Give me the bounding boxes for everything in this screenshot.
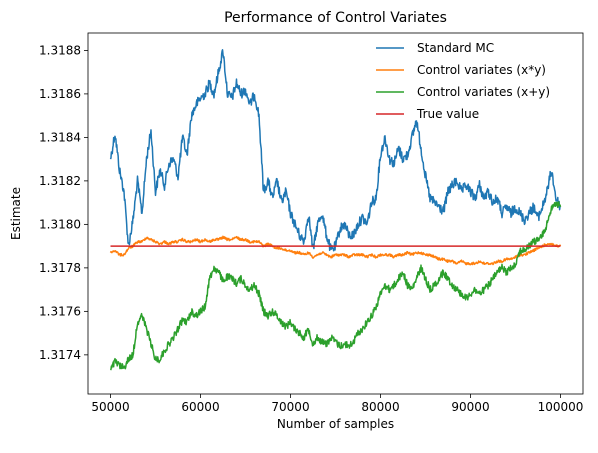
y-tick-label: 1.3176 — [39, 304, 81, 318]
y-tick-label: 1.3180 — [39, 217, 81, 231]
x-tick-label: 50000 — [91, 400, 129, 414]
plot-frame — [87, 32, 584, 395]
y-axis: 1.3174 1.3176 1.3178 1.3180 1.3182 1.3184 1.31… — [39, 43, 88, 362]
y-tick-label: 1.3182 — [39, 174, 81, 188]
y-tick-label: 1.3186 — [39, 87, 81, 101]
y-tick-label: 1.3184 — [39, 130, 81, 144]
legend-label: True value — [416, 107, 479, 121]
y-tick-label: 1.3188 — [39, 43, 81, 57]
x-tick-label: 80000 — [361, 400, 399, 414]
series-line-0 — [109, 49, 561, 252]
x-axis: 50000 60000 70000 80000 90000 100000 — [91, 394, 583, 414]
y-tick-label: 1.3174 — [39, 348, 81, 362]
chart-title: Performance of Control Variates — [224, 10, 447, 26]
x-axis-label: Number of samples — [277, 417, 394, 431]
x-tick-label: 100000 — [538, 400, 584, 414]
legend-label: Control variates (x*y) — [417, 63, 546, 77]
series-line-2 — [109, 201, 562, 371]
series-line-1 — [109, 235, 562, 266]
y-axis-label: Estimate — [9, 187, 23, 240]
legend: Standard MC Control variates (x*y) Control… — [376, 41, 550, 121]
x-tick-label: 60000 — [181, 400, 219, 414]
legend-label: Standard MC — [417, 41, 494, 55]
x-tick-label: 70000 — [271, 400, 309, 414]
series-layer — [109, 49, 562, 371]
y-tick-label: 1.3178 — [39, 261, 81, 275]
legend-label: Control variates (x+y) — [417, 85, 550, 99]
x-tick-label: 90000 — [451, 400, 489, 414]
